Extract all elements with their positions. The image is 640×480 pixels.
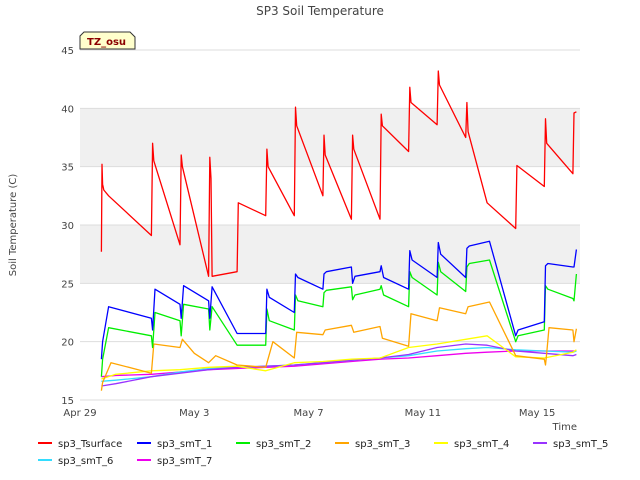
- series-layer: [100, 70, 578, 391]
- legend-label: sp3_smT_7: [157, 456, 212, 467]
- x-tick-label: May 15: [519, 408, 556, 419]
- x-axis-label: Time: [552, 422, 577, 433]
- legend-label: sp3_smT_5: [553, 439, 608, 450]
- legend-label: sp3_Tsurface: [58, 439, 122, 450]
- y-tick-label: 20: [61, 338, 74, 349]
- series-line-sp3_smT_2: [100, 259, 578, 377]
- y-tick-label: 35: [61, 163, 74, 174]
- legend-label: sp3_smT_1: [157, 439, 212, 450]
- legend-entry: sp3_smT_7: [137, 456, 212, 467]
- series-line-sp3_smT_3: [100, 301, 578, 391]
- y-tick-label: 45: [61, 46, 74, 57]
- shaded-band: [80, 108, 580, 167]
- y-axis: 15 20 25 30 35 40 45: [61, 46, 74, 407]
- y-tick-label: 25: [61, 279, 74, 290]
- x-tick-label: May 7: [293, 408, 323, 419]
- legend-label: sp3_smT_2: [256, 439, 311, 450]
- x-tick-label: Apr 29: [63, 408, 96, 419]
- legend-entry: sp3_smT_4: [434, 439, 509, 450]
- legend-label: sp3_smT_6: [58, 456, 113, 467]
- shaded-bands: [80, 108, 580, 284]
- y-tick-label: 40: [61, 104, 74, 115]
- y-axis-label: Soil Temperature (C): [8, 174, 19, 277]
- series-line-sp3_Tsurface: [100, 70, 577, 277]
- legend-label: sp3_smT_4: [454, 439, 509, 450]
- legend-entry: sp3_smT_6: [38, 456, 113, 467]
- legend: sp3_Tsurface sp3_smT_1 sp3_smT_2 sp3_smT_3 s…: [38, 439, 608, 467]
- legend-entry: sp3_Tsurface: [38, 439, 122, 450]
- tz-badge-label: TZ_osu: [87, 37, 126, 48]
- x-tick-label: May 11: [405, 408, 442, 419]
- legend-label: sp3_smT_3: [355, 439, 410, 450]
- legend-entry: sp3_smT_1: [137, 439, 212, 450]
- series-line-sp3_smT_1: [100, 240, 578, 360]
- series-line-sp3_smT_5: [101, 343, 577, 387]
- legend-entry: sp3_smT_2: [236, 439, 311, 450]
- tz-badge: TZ_osu: [79, 31, 136, 50]
- x-axis: Apr 29 May 3 May 7 May 11 May 15: [63, 408, 555, 419]
- series-line-sp3_smT_4: [101, 335, 577, 380]
- y-tick-label: 15: [61, 396, 74, 407]
- shaded-band: [80, 225, 580, 284]
- y-tick-label: 30: [61, 221, 74, 232]
- x-tick-label: May 3: [179, 408, 209, 419]
- legend-entry: sp3_smT_3: [335, 439, 410, 450]
- chart-title: SP3 Soil Temperature: [256, 4, 384, 18]
- legend-entry: sp3_smT_5: [533, 439, 608, 450]
